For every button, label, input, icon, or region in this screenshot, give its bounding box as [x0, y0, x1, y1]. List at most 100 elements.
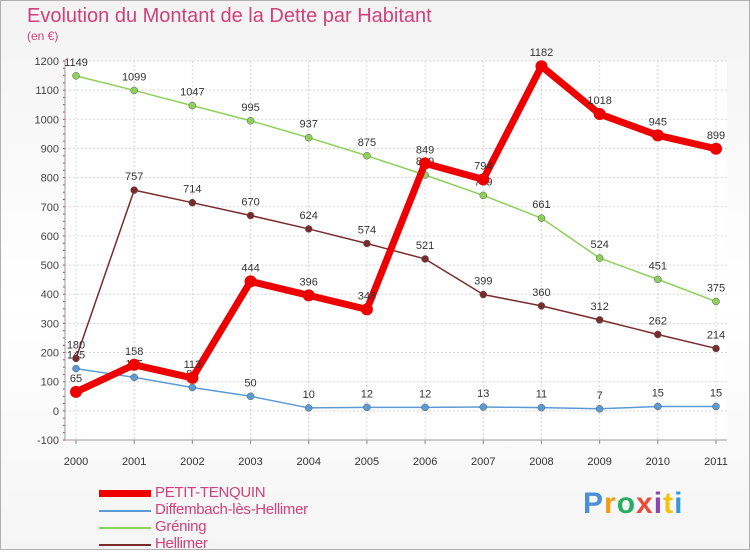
- data-label-petit-tenquin: 396: [300, 276, 318, 288]
- data-point-gr-ning: [246, 117, 255, 125]
- data-label-gr-ning: 995: [241, 102, 259, 114]
- legend-label: Hellimer: [155, 535, 208, 552]
- x-tick-label: 2007: [471, 456, 495, 468]
- data-label-hellimer: 262: [649, 315, 667, 327]
- x-tick-label: 2011: [704, 456, 728, 468]
- data-point-gr-ning: [595, 254, 604, 262]
- data-point-diffembach-l-s-hellimer: [654, 402, 662, 411]
- data-label-diffembach-l-s-hellimer: 10: [303, 389, 315, 401]
- data-point-gr-ning: [479, 191, 488, 200]
- y-tick-label: 500: [41, 260, 59, 272]
- y-tick-label: 1000: [35, 114, 59, 126]
- data-point-diffembach-l-s-hellimer: [304, 404, 313, 412]
- data-label-diffembach-l-s-hellimer: 12: [419, 388, 431, 400]
- series-line-petit-tenquin: [72, 62, 720, 396]
- data-label-gr-ning: 937: [300, 119, 318, 131]
- data-label-petit-tenquin: 444: [241, 262, 259, 274]
- data-label-petit-tenquin: 899: [707, 130, 725, 142]
- data-point-diffembach-l-s-hellimer: [363, 403, 371, 412]
- logo-letter: x: [636, 487, 654, 520]
- data-point-petit-tenquin: [360, 303, 373, 316]
- data-point-hellimer: [479, 290, 488, 299]
- data-point-petit-tenquin: [302, 289, 315, 302]
- data-point-gr-ning: [363, 152, 371, 160]
- x-tick-label: 2008: [529, 456, 553, 468]
- data-point-petit-tenquin: [244, 275, 257, 288]
- data-point-petit-tenquin: [186, 371, 199, 384]
- legend-label: Gréning: [155, 518, 207, 535]
- data-label-gr-ning: 1099: [122, 71, 146, 83]
- data-label-hellimer: 521: [416, 240, 434, 252]
- data-point-hellimer: [595, 316, 604, 324]
- y-tick-label: 700: [41, 202, 59, 214]
- data-point-petit-tenquin: [651, 129, 664, 142]
- data-point-diffembach-l-s-hellimer: [712, 402, 720, 411]
- data-label-petit-tenquin: 65: [70, 373, 82, 385]
- data-label-diffembach-l-s-hellimer: 13: [477, 388, 489, 400]
- data-label-hellimer: 214: [707, 329, 725, 341]
- data-point-hellimer: [421, 255, 429, 263]
- data-label-gr-ning: 1047: [180, 87, 204, 99]
- data-label-petit-tenquin: 794: [474, 160, 492, 172]
- legend-swatch: [99, 544, 151, 546]
- data-label-petit-tenquin: 1182: [530, 47, 554, 59]
- data-point-hellimer: [246, 211, 255, 220]
- x-tick-label: 2009: [587, 456, 611, 468]
- data-point-petit-tenquin: [128, 358, 141, 371]
- data-label-petit-tenquin: 348: [358, 290, 376, 302]
- data-label-gr-ning: 661: [532, 199, 550, 211]
- data-point-hellimer: [363, 239, 371, 248]
- x-tick-label: 2002: [180, 456, 204, 468]
- data-point-diffembach-l-s-hellimer: [188, 383, 197, 392]
- data-label-hellimer: 399: [474, 276, 492, 288]
- data-label-diffembach-l-s-hellimer: 15: [652, 387, 664, 399]
- data-label-hellimer: 360: [532, 287, 550, 299]
- data-label-gr-ning: 524: [590, 239, 608, 251]
- legend-label: Diffembach-lès-Hellimer: [155, 501, 308, 518]
- data-point-gr-ning: [537, 214, 546, 222]
- data-point-petit-tenquin: [70, 385, 82, 398]
- series-line-gr-ning: [75, 75, 717, 303]
- data-point-diffembach-l-s-hellimer: [130, 373, 138, 382]
- data-label-hellimer: 312: [590, 301, 608, 313]
- data-label-diffembach-l-s-hellimer: 7: [597, 390, 603, 402]
- data-label-gr-ning: 375: [707, 283, 725, 295]
- y-tick-label: 400: [41, 289, 59, 301]
- y-tick-label: 100: [41, 377, 59, 389]
- series-line-hellimer: [75, 189, 717, 360]
- data-label-gr-ning: 451: [649, 260, 667, 272]
- y-tick-label: 800: [41, 173, 59, 185]
- data-label-petit-tenquin: 158: [125, 346, 143, 358]
- data-point-petit-tenquin: [710, 142, 722, 155]
- y-tick-label: 600: [41, 231, 59, 243]
- data-point-gr-ning: [654, 275, 662, 284]
- data-label-diffembach-l-s-hellimer: 50: [244, 377, 256, 389]
- x-tick-label: 2010: [646, 456, 670, 468]
- data-point-hellimer: [130, 186, 138, 194]
- chart-title: Evolution du Montant de la Dette par Hab…: [27, 5, 432, 27]
- data-label-hellimer: 624: [300, 210, 318, 222]
- data-label-hellimer: 574: [358, 225, 376, 237]
- data-point-gr-ning: [130, 86, 138, 95]
- logo-letter: t: [663, 487, 675, 520]
- data-point-petit-tenquin: [593, 108, 606, 121]
- data-point-hellimer: [537, 302, 546, 310]
- data-point-diffembach-l-s-hellimer: [537, 403, 546, 412]
- y-unit-label: (en €): [27, 29, 59, 43]
- legend-swatch: [99, 490, 151, 497]
- data-point-diffembach-l-s-hellimer: [479, 403, 488, 411]
- logo-letter: r: [604, 487, 617, 520]
- data-point-diffembach-l-s-hellimer: [72, 364, 80, 373]
- data-label-hellimer: 180: [67, 339, 85, 351]
- data-label-hellimer: 757: [125, 171, 143, 183]
- x-tick-label: 2000: [64, 456, 88, 468]
- data-point-diffembach-l-s-hellimer: [595, 405, 604, 413]
- x-tick-label: 2005: [355, 456, 379, 468]
- data-label-petit-tenquin: 945: [649, 116, 667, 128]
- legend-label: PETIT-TENQUIN: [155, 484, 266, 501]
- logo-letter: o: [616, 487, 637, 520]
- x-tick-label: 2006: [413, 456, 437, 468]
- proxiti-logo: Proxiti: [583, 487, 683, 521]
- data-label-hellimer: 670: [241, 197, 259, 209]
